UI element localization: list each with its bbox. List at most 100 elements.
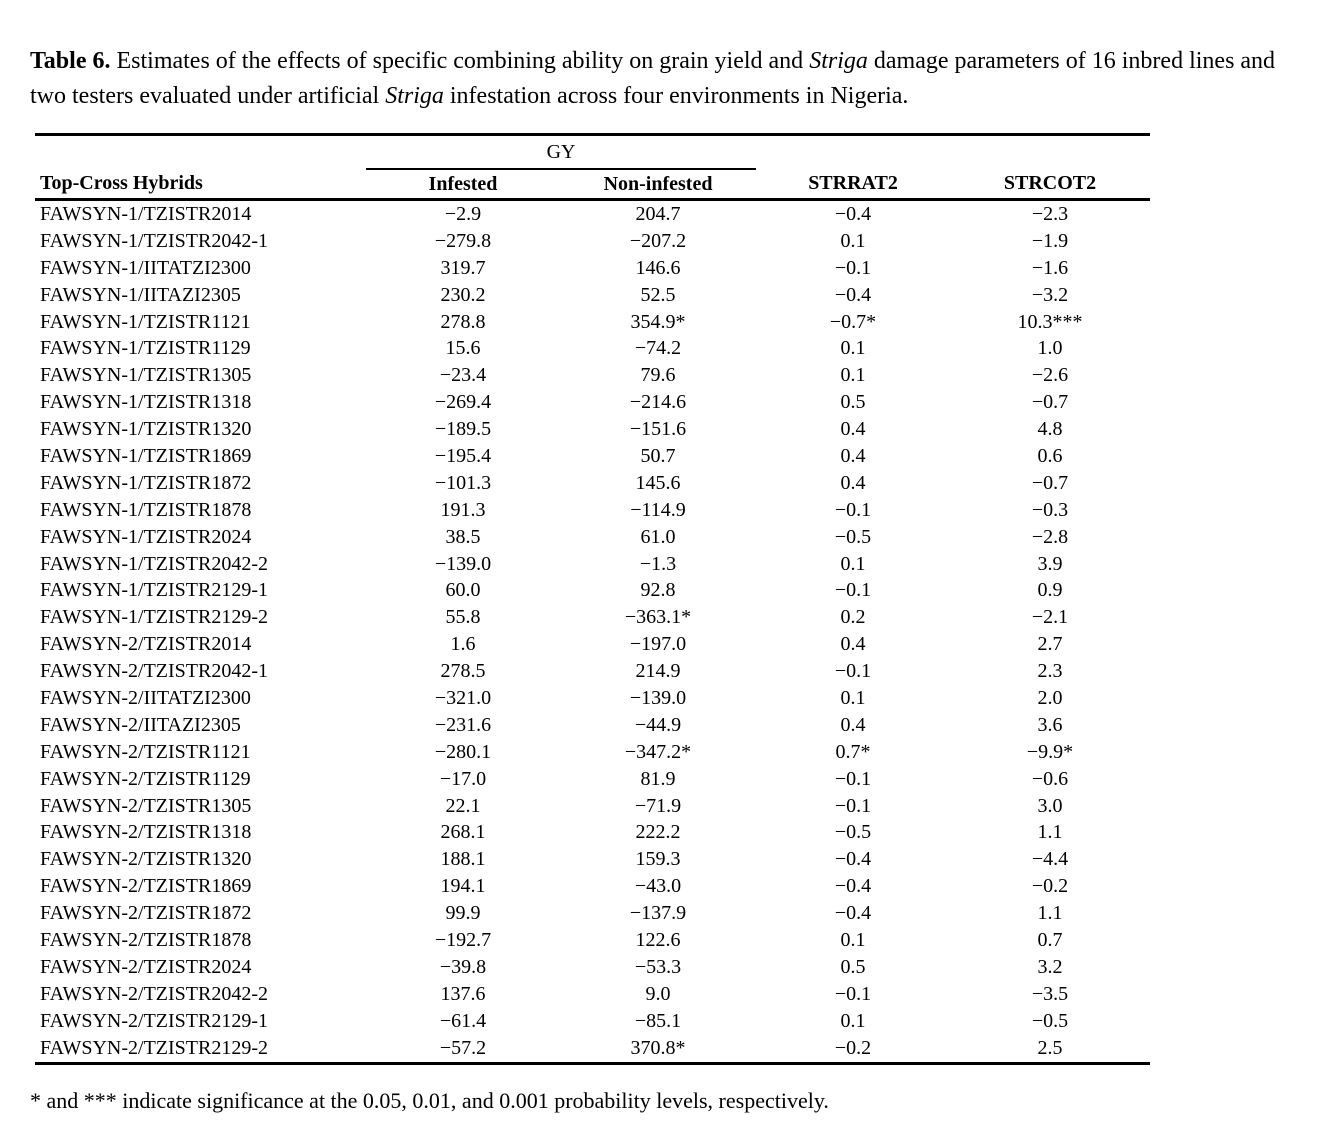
table-row: FAWSYN-1/TZISTR1129 15.6 −74.2 0.1 1.0 bbox=[35, 335, 1150, 362]
hybrid-name-cell: FAWSYN-2/TZISTR1878 bbox=[40, 928, 252, 951]
strcot2-cell: −2.3 bbox=[1031, 202, 1069, 225]
hybrid-name-cell: FAWSYN-2/TZISTR2024 bbox=[40, 955, 252, 978]
table-row: FAWSYN-1/TZISTR1305 −23.4 79.6 0.1 −2.6 bbox=[35, 362, 1150, 389]
caption-label: Table 6. bbox=[30, 48, 111, 74]
hybrid-name-cell: FAWSYN-2/IITATZI2300 bbox=[40, 686, 251, 709]
gy-infested-cell: 22.1 bbox=[445, 794, 481, 817]
gy-infested-cell: 1.6 bbox=[450, 633, 476, 656]
hybrid-name-cell: FAWSYN-2/TZISTR2042-1 bbox=[40, 660, 269, 683]
group-header-spacer bbox=[35, 135, 366, 170]
strcot2-cell: 3.6 bbox=[1037, 713, 1063, 736]
strcot2-cell: −0.5 bbox=[1031, 1009, 1069, 1032]
gy-infested-cell: 137.6 bbox=[440, 982, 486, 1005]
table-row: FAWSYN-2/TZISTR1869 194.1 −43.0 −0.4 −0.2 bbox=[35, 873, 1150, 900]
strcot2-cell: −2.8 bbox=[1031, 525, 1069, 548]
strcot2-cell: 1.0 bbox=[1037, 337, 1063, 360]
gy-infested-cell: −195.4 bbox=[434, 444, 492, 467]
gy-non-infested-cell: 204.7 bbox=[635, 202, 681, 225]
hybrid-name-cell: FAWSYN-1/TZISTR1869 bbox=[40, 444, 252, 467]
gy-non-infested-cell: −74.2 bbox=[634, 337, 682, 360]
strrat2-cell: 0.1 bbox=[840, 686, 866, 709]
strcot2-cell: −2.1 bbox=[1031, 606, 1069, 629]
strcot2-cell: −1.9 bbox=[1031, 229, 1069, 252]
gy-infested-cell: 278.5 bbox=[440, 660, 486, 683]
gy-infested-cell: −192.7 bbox=[434, 928, 492, 951]
hybrid-name-cell: FAWSYN-1/TZISTR2024 bbox=[40, 525, 252, 548]
gy-non-infested-cell: −53.3 bbox=[634, 955, 682, 978]
table-row: FAWSYN-1/IITATZI2300 319.7 146.6 −0.1 −1.6 bbox=[35, 255, 1150, 282]
strrat2-cell: −0.1 bbox=[834, 767, 872, 790]
table-row: FAWSYN-1/TZISTR1869 −195.4 50.7 0.4 0.6 bbox=[35, 443, 1150, 470]
strrat2-cell: 0.4 bbox=[840, 418, 866, 441]
gy-infested-cell: −189.5 bbox=[434, 418, 492, 441]
gy-non-infested-cell: 159.3 bbox=[635, 848, 681, 871]
strrat2-cell: −0.4 bbox=[834, 848, 872, 871]
strcot2-cell: 4.8 bbox=[1037, 418, 1063, 441]
gy-infested-cell: −23.4 bbox=[439, 364, 487, 387]
strrat2-cell: −0.1 bbox=[834, 660, 872, 683]
strrat2-cell: 0.4 bbox=[840, 471, 866, 494]
strrat2-cell: 0.2 bbox=[840, 606, 866, 629]
table-row: FAWSYN-1/TZISTR1872 −101.3 145.6 0.4 −0.7 bbox=[35, 470, 1150, 497]
strrat2-cell: −0.4 bbox=[834, 202, 872, 225]
gy-infested-cell: −39.8 bbox=[439, 955, 487, 978]
strrat2-cell: −0.1 bbox=[834, 982, 872, 1005]
table-row: FAWSYN-2/TZISTR2042-2 137.6 9.0 −0.1 −3.5 bbox=[35, 981, 1150, 1008]
gy-infested-cell: −269.4 bbox=[434, 391, 492, 414]
caption-segment: Estimates of the effects of specific com… bbox=[110, 48, 810, 74]
strcot2-cell: −3.2 bbox=[1031, 283, 1069, 306]
strrat2-cell: −0.4 bbox=[834, 283, 872, 306]
hybrid-name-cell: FAWSYN-1/TZISTR2129-1 bbox=[40, 579, 269, 602]
gy-non-infested-cell: −71.9 bbox=[634, 794, 682, 817]
hybrid-name-cell: FAWSYN-1/TZISTR1318 bbox=[40, 391, 252, 414]
gy-infested-cell: −280.1 bbox=[434, 740, 492, 763]
gy-infested-cell: −139.0 bbox=[434, 552, 492, 575]
strrat2-cell: −0.7* bbox=[829, 310, 877, 333]
table-row: FAWSYN-1/TZISTR1121 278.8 354.9* −0.7* 10.3*… bbox=[35, 309, 1150, 336]
hybrid-name-cell: FAWSYN-2/TZISTR2129-2 bbox=[40, 1036, 269, 1059]
hybrid-name-cell: FAWSYN-2/TZISTR1320 bbox=[40, 848, 252, 871]
gy-non-infested-cell: 79.6 bbox=[640, 364, 676, 387]
hybrid-name-cell: FAWSYN-1/TZISTR1320 bbox=[40, 418, 252, 441]
strcot2-cell: −2.6 bbox=[1031, 364, 1069, 387]
gy-non-infested-cell: 146.6 bbox=[635, 256, 681, 279]
hybrid-name-cell: FAWSYN-2/TZISTR1318 bbox=[40, 821, 252, 844]
gy-non-infested-cell: −44.9 bbox=[634, 713, 682, 736]
gy-infested-cell: −61.4 bbox=[439, 1009, 487, 1032]
table-row: FAWSYN-1/TZISTR2042-1 −279.8 −207.2 0.1 −1.9 bbox=[35, 228, 1150, 255]
hybrid-name-cell: FAWSYN-2/TZISTR1121 bbox=[40, 740, 251, 763]
hybrid-name-cell: FAWSYN-2/TZISTR1129 bbox=[40, 767, 251, 790]
table-row: FAWSYN-2/TZISTR2129-2 −57.2 370.8* −0.2 2.5 bbox=[35, 1035, 1150, 1063]
strcot2-cell: −0.6 bbox=[1031, 767, 1069, 790]
gy-non-infested-cell: 50.7 bbox=[640, 444, 676, 467]
gy-non-infested-cell: −139.0 bbox=[629, 686, 687, 709]
strrat2-cell: 0.1 bbox=[840, 928, 866, 951]
strrat2-cell: 0.5 bbox=[840, 391, 866, 414]
hybrid-name-cell: FAWSYN-2/IITAZI2305 bbox=[40, 713, 241, 736]
gy-infested-cell: −17.0 bbox=[439, 767, 487, 790]
strrat2-cell: 0.1 bbox=[840, 364, 866, 387]
gy-infested-cell: 15.6 bbox=[445, 337, 481, 360]
hybrid-name-cell: FAWSYN-2/TZISTR2042-2 bbox=[40, 982, 269, 1005]
table-row: FAWSYN-1/TZISTR1318 −269.4 −214.6 0.5 −0.7 bbox=[35, 389, 1150, 416]
caption-segment: infestation across four environments in … bbox=[443, 83, 909, 109]
gy-infested-cell: −231.6 bbox=[434, 713, 492, 736]
group-header-gy: GY bbox=[366, 134, 757, 170]
gy-non-infested-cell: 92.8 bbox=[640, 579, 676, 602]
gy-infested-cell: 278.8 bbox=[440, 310, 486, 333]
strrat2-cell: −0.5 bbox=[834, 821, 872, 844]
caption-italic-term: Striga bbox=[385, 83, 444, 109]
gy-non-infested-cell: 52.5 bbox=[640, 283, 676, 306]
hybrid-name-cell: FAWSYN-1/TZISTR1305 bbox=[40, 364, 252, 387]
strrat2-cell: −0.4 bbox=[834, 875, 872, 898]
gy-non-infested-cell: −151.6 bbox=[629, 418, 687, 441]
strcot2-cell: 10.3*** bbox=[1017, 310, 1083, 333]
strrat2-cell: −0.1 bbox=[834, 256, 872, 279]
hybrid-name-cell: FAWSYN-1/TZISTR2042-1 bbox=[40, 229, 269, 252]
strrat2-cell: −0.1 bbox=[834, 498, 872, 521]
table-row: FAWSYN-1/TZISTR2024 38.5 61.0 −0.5 −2.8 bbox=[35, 524, 1150, 551]
gy-non-infested-cell: −137.9 bbox=[629, 902, 687, 925]
gy-non-infested-cell: 61.0 bbox=[640, 525, 676, 548]
column-header-row: Top-Cross Hybrids Infested Non-infested … bbox=[35, 169, 1151, 201]
